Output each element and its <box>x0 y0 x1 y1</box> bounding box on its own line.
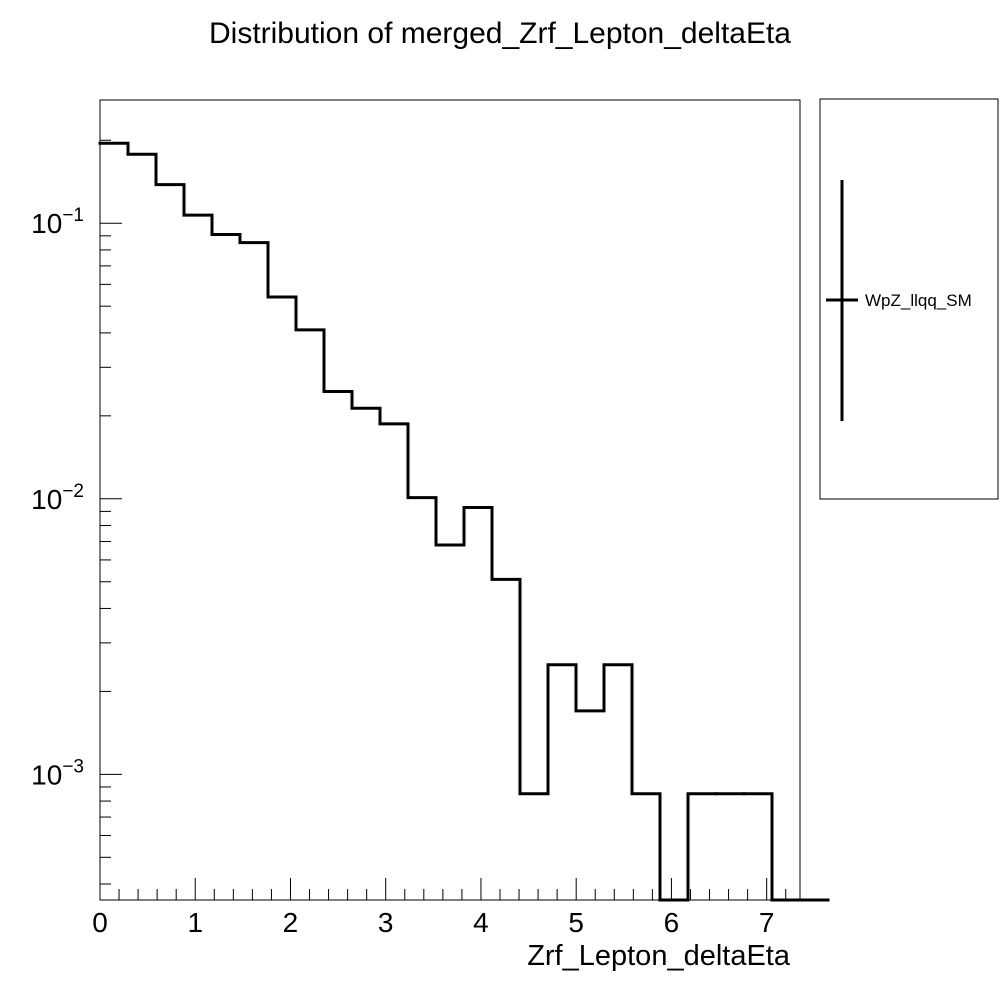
series-layer <box>98 141 830 902</box>
y-tick-label: 10−3 <box>31 756 84 790</box>
legend: WpZ_llqq_SM <box>819 98 999 500</box>
x-tick-label: 2 <box>283 907 299 938</box>
x-tick-label: 7 <box>759 907 775 938</box>
series-WpZ_llqq_SM <box>98 141 830 902</box>
chart-title: Distribution of merged_Zrf_Lepton_deltaE… <box>209 17 791 50</box>
x-tick-label: 1 <box>187 907 203 938</box>
y-tick-label: 10−1 <box>31 205 84 239</box>
x-axis-label: Zrf_Lepton_deltaEta <box>527 940 791 972</box>
x-tick-label: 0 <box>92 907 108 938</box>
y-axis: 10−1 10−2 10−3 <box>31 139 122 885</box>
legend-entry-label: WpZ_llqq_SM <box>865 291 972 310</box>
y-tick-label: 10−2 <box>31 481 84 515</box>
x-tick-label: 3 <box>378 907 394 938</box>
x-axis: 0 1 2 3 4 5 6 7 <box>92 878 787 938</box>
plot-frame <box>99 99 801 901</box>
x-tick-label: 4 <box>473 907 489 938</box>
x-tick-label: 6 <box>664 907 680 938</box>
x-tick-label: 5 <box>568 907 584 938</box>
